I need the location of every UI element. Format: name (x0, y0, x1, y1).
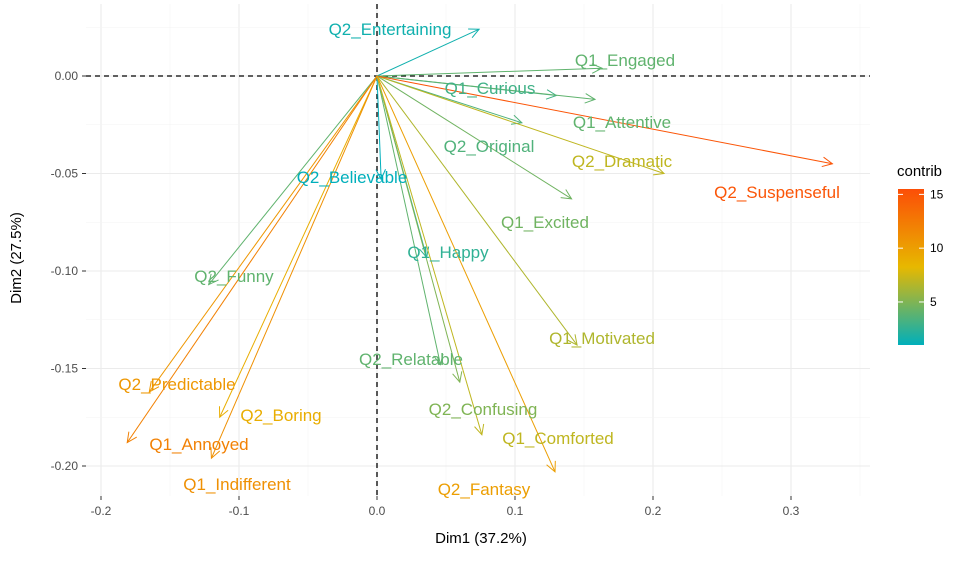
variable-label: Q2_Predictable (118, 375, 235, 394)
arrow-head (510, 114, 523, 125)
variable-label: Q1_Attentive (573, 113, 671, 132)
y-axis-title: Dim2 (27.5%) (8, 212, 25, 304)
variable-label: Q2_Confusing (429, 400, 538, 419)
arrow-head (653, 165, 666, 176)
variable-arrow (376, 75, 556, 473)
arrow-head (560, 189, 573, 200)
variable-label: Q2_Dramatic (572, 152, 673, 171)
legend-tick-label: 10 (930, 241, 944, 255)
variable-arrow (210, 75, 378, 460)
arrow-head (433, 353, 444, 366)
arrow-head (584, 93, 597, 104)
arrow-shaft (148, 75, 378, 393)
arrow-shaft (376, 75, 382, 180)
arrow-head (126, 431, 137, 444)
plot-panel (86, 4, 870, 496)
variable-labels: Q2_Entertaining Q1_Engaged Q1_Curious Q1_At… (118, 20, 839, 499)
x-tick-label: 0.0 (369, 504, 386, 518)
variable-label: Q1_Motivated (549, 329, 655, 348)
variable-label: Q1_Comforted (502, 429, 614, 448)
legend-tick-label: 15 (930, 187, 944, 201)
arrow-head (821, 156, 834, 168)
y-tick-label: -0.20 (51, 459, 79, 473)
variable-label: Q2_Original (444, 137, 535, 156)
arrow-head (567, 334, 578, 347)
arrow-head (468, 28, 481, 38)
variable-label: Q2_Boring (240, 406, 321, 425)
arrow-shaft (376, 75, 483, 435)
arrow-head (452, 371, 463, 384)
arrow-shaft (376, 75, 441, 365)
variable-label: Q1_Happy (407, 243, 489, 262)
variable-arrow (207, 75, 378, 286)
arrow-shaft (208, 75, 378, 285)
variable-arrow (375, 75, 386, 181)
x-tick-label: 0.3 (783, 504, 800, 518)
variable-label: Q1_Annoyed (149, 435, 248, 454)
variable-label: Q2_Entertaining (329, 20, 452, 39)
arrow-head (546, 460, 556, 473)
grid (86, 4, 870, 496)
variable-arrow (376, 75, 597, 104)
arrow-shaft (376, 28, 480, 77)
y-tick-label: -0.15 (51, 362, 79, 376)
arrow-head (207, 273, 219, 286)
y-axis-ticks: 0.00 -0.05 -0.10 -0.15 -0.20 (51, 69, 86, 473)
legend-colorbar (898, 189, 924, 345)
x-tick-label: -0.1 (229, 504, 250, 518)
legend-tick-label: 5 (930, 295, 937, 309)
variable-label: Q1_Indifferent (183, 475, 291, 494)
arrow-head (210, 447, 221, 460)
x-tick-label: -0.2 (91, 504, 112, 518)
arrow-shaft (219, 75, 378, 418)
variable-arrow (376, 75, 444, 366)
arrow-head (474, 423, 485, 436)
arrow-shaft (376, 75, 461, 383)
variable-label: Q1_Curious (445, 79, 536, 98)
variable-arrow (376, 28, 481, 77)
arrow-head (591, 63, 604, 74)
variable-arrow (376, 75, 578, 347)
legend-ticks: 5 10 15 (898, 187, 944, 309)
variable-label: Q2_Suspenseful (714, 183, 840, 202)
arrow-shaft (376, 75, 572, 200)
variable-label: Q1_Engaged (575, 51, 675, 70)
x-axis-ticks: -0.2 -0.1 0.0 0.1 0.2 0.3 (91, 496, 800, 518)
arrow-head (148, 380, 160, 393)
legend-title: contrib (897, 163, 942, 180)
arrow-head (375, 169, 386, 181)
arrow-shaft (376, 67, 602, 77)
y-tick-label: -0.10 (51, 264, 79, 278)
variable-label: Q2_Relatable (359, 350, 463, 369)
variable-arrow (376, 75, 463, 384)
variable-label: Q2_Funny (194, 267, 274, 286)
variable-arrow (218, 75, 378, 419)
variable-label: Q2_Fantasy (438, 480, 531, 499)
arrow-shaft (376, 75, 556, 473)
arrow-shaft (126, 75, 378, 443)
variable-label: Q2_Believable (297, 168, 408, 187)
x-axis-title: Dim1 (37.2%) (435, 530, 527, 547)
legend: contrib 5 10 15 (897, 163, 944, 345)
variable-arrow (376, 75, 485, 436)
arrow-shaft (376, 75, 596, 100)
variable-arrows (126, 28, 834, 473)
arrow-shaft (376, 75, 578, 346)
x-tick-label: 0.2 (645, 504, 662, 518)
y-tick-label: 0.00 (55, 69, 79, 83)
arrow-head (218, 406, 229, 419)
variable-label: Q1_Excited (501, 213, 589, 232)
variable-arrow (376, 75, 834, 168)
variable-arrow (376, 75, 666, 176)
x-tick-label: 0.1 (507, 504, 524, 518)
arrow-shaft (376, 75, 665, 174)
arrow-shaft (210, 75, 378, 459)
variable-arrow (376, 75, 573, 200)
arrow-shaft (376, 75, 833, 165)
variable-arrow (376, 63, 604, 77)
y-tick-label: -0.05 (51, 167, 79, 181)
variable-arrow (148, 75, 378, 393)
variable-arrow (126, 75, 378, 444)
